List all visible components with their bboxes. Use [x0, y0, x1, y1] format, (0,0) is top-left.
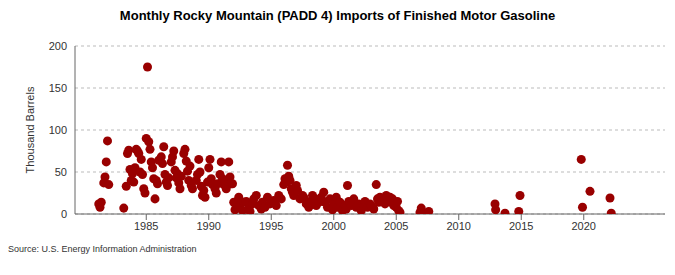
svg-text:2000: 2000: [322, 220, 346, 232]
svg-text:2005: 2005: [384, 220, 408, 232]
svg-text:100: 100: [49, 124, 67, 136]
svg-text:2010: 2010: [447, 220, 471, 232]
svg-text:1985: 1985: [134, 220, 158, 232]
svg-text:50: 50: [55, 166, 67, 178]
html-text:Source: U.S. Energy Informatio: Source: U.S. Energy Information Administ…: [8, 244, 197, 254]
svg-text:200: 200: [49, 40, 67, 52]
svg-text:1990: 1990: [197, 220, 221, 232]
svg-text:1995: 1995: [259, 220, 283, 232]
svg-text:2020: 2020: [572, 220, 596, 232]
svg-text:2015: 2015: [509, 220, 533, 232]
svg-text:150: 150: [49, 82, 67, 94]
html-text:Monthly Rocky Mountain (PADD 4: Monthly Rocky Mountain (PADD 4) Imports …: [119, 8, 556, 23]
svg-text:Thousand Barrels: Thousand Barrels: [24, 86, 36, 173]
svg-text:0: 0: [61, 208, 67, 220]
